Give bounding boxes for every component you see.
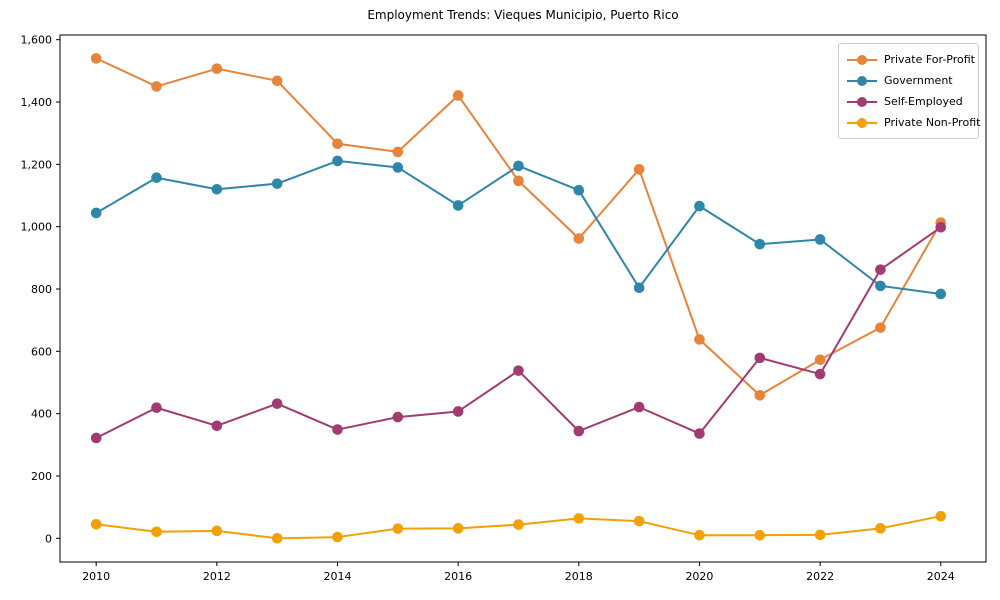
y-tick-label: 400: [31, 408, 52, 421]
series-point-private-non-profit: [392, 523, 404, 534]
x-tick-label: 2022: [806, 570, 834, 583]
series-point-government: [754, 238, 766, 250]
y-tick-label: 1,200: [21, 158, 53, 171]
series-point-private-non-profit: [513, 519, 524, 530]
series-point-private-non-profit: [814, 529, 826, 541]
series-point-self-employed: [754, 352, 766, 364]
series-point-private-non-profit: [573, 513, 585, 524]
series-point-government: [211, 183, 223, 195]
series-point-private-non-profit: [90, 518, 102, 530]
series-point-self-employed: [452, 406, 464, 417]
series-point-private-for-profit: [694, 334, 705, 345]
series-point-private-for-profit: [875, 322, 886, 333]
legend-line-dot-icon: [847, 117, 877, 128]
series-point-private-non-profit: [271, 533, 283, 544]
series-point-government: [694, 200, 705, 212]
x-tick-label: 2018: [565, 570, 593, 583]
series-point-private-non-profit: [452, 523, 464, 534]
legend-label: Government: [884, 74, 953, 87]
legend-label: Self-Employed: [884, 95, 963, 108]
x-tick-label: 2016: [444, 570, 472, 583]
series-point-private-for-profit: [573, 233, 585, 244]
series-point-private-non-profit: [211, 525, 223, 537]
legend-label: Private For-Profit: [884, 53, 975, 66]
y-tick-label: 1,400: [21, 96, 53, 109]
y-tick-label: 200: [31, 470, 52, 483]
series-point-government: [513, 160, 524, 172]
series-point-self-employed: [151, 402, 162, 414]
x-tick-label: 2010: [82, 570, 110, 583]
series-point-government: [332, 155, 343, 167]
series-line-private-for-profit: [95, 57, 942, 397]
series-point-private-non-profit: [151, 526, 162, 538]
series-point-private-non-profit: [332, 531, 343, 543]
series-point-private-non-profit: [694, 529, 705, 541]
series-point-self-employed: [935, 221, 947, 233]
series-point-government: [271, 178, 283, 189]
series-point-private-for-profit: [633, 164, 645, 175]
x-tick-label: 2014: [323, 570, 351, 583]
legend-item-self-employed: Self-Employed: [847, 91, 970, 112]
series-point-self-employed: [332, 424, 343, 435]
series-point-self-employed: [573, 425, 585, 437]
series-point-government: [875, 280, 886, 292]
series-point-private-non-profit: [754, 529, 766, 541]
series-point-private-for-profit: [513, 175, 524, 187]
legend-line-dot-icon: [847, 54, 877, 65]
series-point-self-employed: [513, 365, 524, 376]
y-tick-label: 0: [45, 532, 52, 545]
series-point-self-employed: [90, 432, 102, 444]
legend-item-government: Government: [847, 70, 970, 91]
series-point-government: [814, 234, 826, 245]
y-tick-label: 1,600: [21, 34, 53, 47]
series-point-government: [392, 162, 404, 173]
series-point-government: [573, 184, 585, 196]
y-tick-label: 800: [31, 283, 52, 296]
series-point-government: [151, 172, 162, 184]
series-point-private-for-profit: [332, 138, 343, 150]
series-point-self-employed: [271, 398, 283, 409]
legend: Private For-Profit Government Self-Employe…: [838, 43, 980, 139]
y-tick-label: 600: [31, 345, 52, 358]
x-tick-label: 2024: [927, 570, 955, 583]
series-point-government: [935, 288, 947, 300]
series-point-private-for-profit: [392, 146, 404, 158]
series-point-self-employed: [814, 368, 826, 380]
series-point-private-non-profit: [875, 523, 886, 534]
series-point-self-employed: [694, 428, 705, 439]
series-point-private-for-profit: [271, 75, 283, 87]
series-point-private-for-profit: [754, 389, 766, 401]
axes-spines: [59, 34, 987, 563]
series-point-government: [90, 207, 102, 219]
series-line-self-employed: [95, 226, 942, 439]
series-point-private-non-profit: [633, 515, 645, 527]
series-point-private-non-profit: [935, 510, 947, 522]
series-point-private-for-profit: [211, 63, 223, 74]
series-point-self-employed: [633, 401, 645, 413]
y-tick-label: 1,000: [21, 221, 53, 234]
x-tick-label: 2020: [685, 570, 713, 583]
chart-title: Employment Trends: Vieques Municipio, Pu…: [367, 8, 679, 22]
series-point-self-employed: [392, 411, 404, 423]
series-point-self-employed: [875, 264, 886, 275]
legend-label: Private Non-Profit: [884, 116, 981, 129]
series-point-government: [633, 282, 645, 294]
series-point-private-for-profit: [151, 81, 162, 92]
series-point-government: [452, 200, 464, 211]
legend-line-dot-icon: [847, 96, 877, 107]
series-point-private-for-profit: [452, 90, 464, 101]
legend-item-private-for-profit: Private For-Profit: [847, 49, 975, 70]
series-point-private-for-profit: [90, 53, 102, 64]
legend-item-private-non-profit: Private Non-Profit: [847, 112, 980, 133]
x-tick-label: 2012: [203, 570, 231, 583]
series-point-self-employed: [211, 420, 223, 432]
series-point-private-for-profit: [814, 354, 826, 366]
legend-line-dot-icon: [847, 75, 877, 86]
